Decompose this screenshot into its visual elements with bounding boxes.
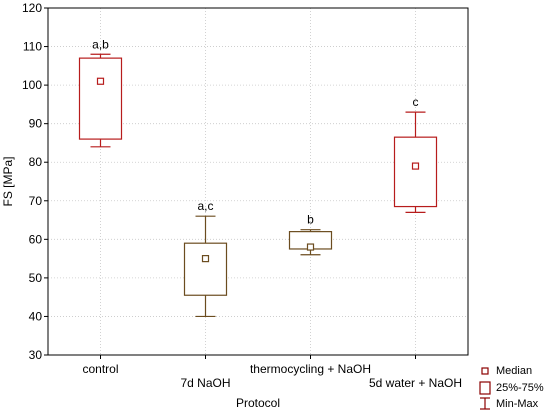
legend-median-label: Median xyxy=(496,365,532,377)
x-tick-label: control xyxy=(82,362,118,376)
y-tick-label: 110 xyxy=(23,40,42,54)
median-marker xyxy=(201,255,210,263)
plot-frame xyxy=(47,7,469,356)
median-marker xyxy=(96,77,105,85)
x-tick-label: thermocycling + NaOH xyxy=(250,362,371,376)
legend-whisker-label: Min-Max xyxy=(496,398,539,410)
median-marker xyxy=(306,243,315,251)
y-tick-label: 120 xyxy=(22,1,42,15)
box-group: a,c xyxy=(183,199,228,318)
significance-label: b xyxy=(307,213,314,227)
y-tick-label: 100 xyxy=(22,78,42,92)
iqr-box xyxy=(183,242,228,296)
significance-label: c xyxy=(413,95,419,109)
legend-box-swatch xyxy=(479,381,491,395)
y-tick-label: 40 xyxy=(29,309,43,323)
iqr-box xyxy=(78,57,123,140)
box-group: a,b xyxy=(78,37,123,148)
significance-label: a,c xyxy=(197,199,213,213)
x-axis-title: Protocol xyxy=(236,396,280,410)
y-tick-layer: 30 40 50 60 70 80 90 100 110 120 xyxy=(22,1,48,362)
significance-label: a,b xyxy=(92,37,109,51)
y-tick-label: 30 xyxy=(29,348,43,362)
legend-box-label: 25%-75% xyxy=(496,382,544,394)
box-group: b xyxy=(288,213,333,256)
x-tick-label: 7d NaOH xyxy=(180,376,230,390)
y-tick-label: 70 xyxy=(29,194,43,208)
y-tick-label: 90 xyxy=(29,117,43,131)
y-axis-title: FS [MPa] xyxy=(1,156,15,206)
x-tick-label: 5d water + NaOH xyxy=(369,376,462,390)
y-tick-label: 60 xyxy=(29,232,43,246)
plot-layer: a,b a,c b c xyxy=(78,37,438,318)
legend-median-swatch xyxy=(481,367,489,375)
iqr-box xyxy=(393,136,438,208)
legend-layer: Median 25%-75% Min-Max xyxy=(479,365,544,410)
axes-layer xyxy=(47,7,469,356)
y-tick-label: 50 xyxy=(29,271,43,285)
y-tick-label: 80 xyxy=(29,155,43,169)
median-marker xyxy=(411,162,420,170)
box-group: c xyxy=(393,95,438,213)
